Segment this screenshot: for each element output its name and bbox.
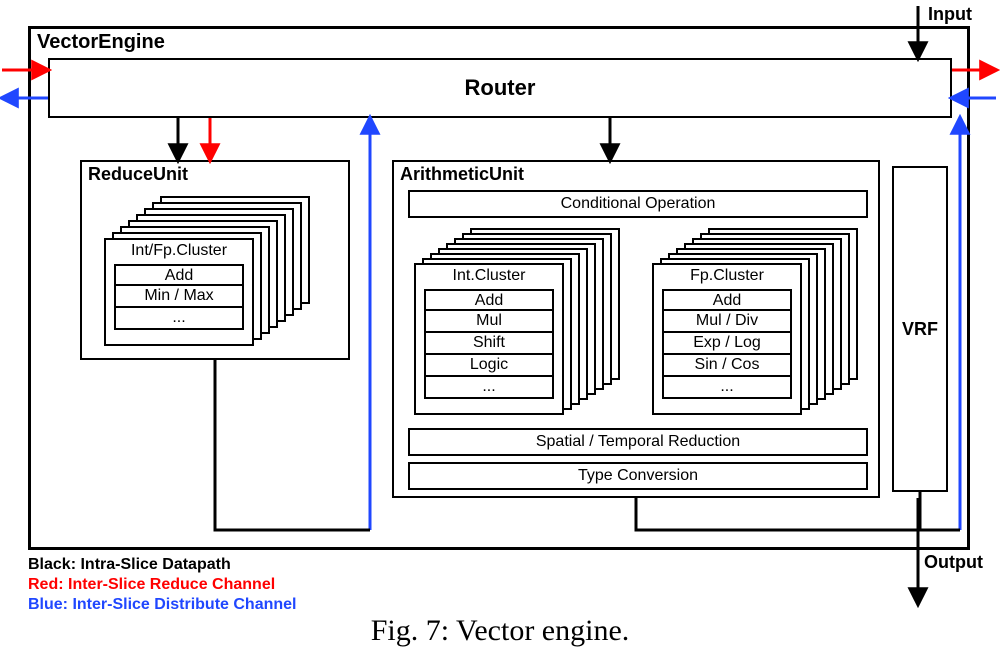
legend-blue: Blue: Inter-Slice Distribute Channel (28, 596, 296, 614)
fp-op: Mul / Div (662, 311, 792, 333)
int-cluster-stack: Int.Cluster Add Mul Shift Logic ... (414, 228, 630, 414)
fp-op: Exp / Log (662, 333, 792, 355)
reduce-unit-box: ReduceUnit Int/Fp.Cluster Add Min / Max … (80, 160, 350, 360)
reduce-cluster-stack: Int/Fp.Cluster Add Min / Max ... (104, 196, 326, 346)
reduce-op: Min / Max (114, 286, 244, 308)
vector-engine-title: VectorEngine (37, 31, 165, 54)
fp-op: Add (662, 289, 792, 311)
figure-caption: Fig. 7: Vector engine. (0, 614, 1000, 648)
fp-op: ... (662, 377, 792, 399)
type-conversion-box: Type Conversion (408, 462, 868, 490)
int-op: Add (424, 289, 554, 311)
arithmetic-unit-box: ArithmeticUnit Conditional Operation Int… (392, 160, 880, 498)
router-box: Router (48, 58, 952, 118)
int-cluster-title: Int.Cluster (416, 265, 562, 289)
spatial-reduction-box: Spatial / Temporal Reduction (408, 428, 868, 456)
fp-cluster-title: Fp.Cluster (654, 265, 800, 289)
vrf-label: VRF (902, 319, 938, 340)
int-op: Logic (424, 355, 554, 377)
diagram-stage: Input Output VectorEngine Router ReduceU… (0, 0, 1000, 655)
input-label: Input (928, 4, 972, 25)
int-op: ... (424, 377, 554, 399)
spatial-reduction-label: Spatial / Temporal Reduction (536, 433, 740, 451)
int-op: Shift (424, 333, 554, 355)
vrf-box: VRF (892, 166, 948, 492)
conditional-op-box: Conditional Operation (408, 190, 868, 218)
arithmetic-unit-title: ArithmeticUnit (400, 164, 524, 185)
reduce-cluster-title: Int/Fp.Cluster (106, 240, 252, 264)
fp-cluster-stack: Fp.Cluster Add Mul / Div Exp / Log Sin /… (652, 228, 868, 414)
legend-red: Red: Inter-Slice Reduce Channel (28, 576, 275, 594)
legend-black: Black: Intra-Slice Datapath (28, 556, 231, 574)
output-label: Output (924, 552, 983, 573)
int-op: Mul (424, 311, 554, 333)
router-label: Router (465, 75, 536, 101)
reduce-op: ... (114, 308, 244, 330)
conditional-op-label: Conditional Operation (561, 195, 716, 213)
type-conversion-label: Type Conversion (578, 467, 698, 485)
reduce-op: Add (114, 264, 244, 286)
fp-op: Sin / Cos (662, 355, 792, 377)
reduce-unit-title: ReduceUnit (88, 164, 188, 185)
